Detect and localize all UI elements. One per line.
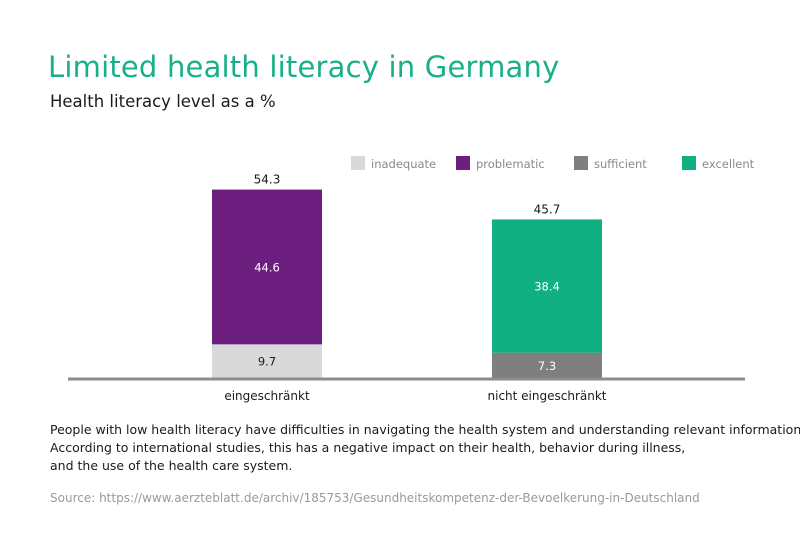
bar-segment bbox=[212, 189, 322, 345]
caption-line: People with low health literacy have dif… bbox=[50, 422, 800, 437]
legend-swatch bbox=[574, 156, 588, 170]
legend-label: problematic bbox=[476, 157, 545, 171]
legend-label: sufficient bbox=[594, 157, 647, 171]
legend-label: excellent bbox=[702, 157, 755, 171]
caption-line: and the use of the health care system. bbox=[50, 458, 293, 473]
legend-swatch bbox=[682, 156, 696, 170]
stacked-bar-chart: inadequate problematic sufficient excellent… bbox=[68, 156, 755, 403]
bar-segment bbox=[492, 352, 602, 378]
caption-line: According to international studies, this… bbox=[50, 440, 686, 455]
chart-subtitle: Health literacy level as a % bbox=[50, 92, 276, 111]
bar-total-label: 45.7 bbox=[534, 202, 561, 216]
segment-value-label: 7.3 bbox=[538, 359, 556, 373]
legend-swatch bbox=[456, 156, 470, 170]
category-label: nicht eingeschränkt bbox=[488, 389, 607, 403]
chart-title: Limited health literacy in Germany bbox=[48, 50, 560, 84]
segment-value-label: 38.4 bbox=[534, 280, 560, 294]
bar-segment bbox=[492, 219, 602, 353]
source-note: Source: https://www.aerzteblatt.de/archi… bbox=[50, 491, 700, 505]
legend-label: inadequate bbox=[371, 157, 436, 171]
chart-caption: People with low health literacy have dif… bbox=[50, 421, 800, 475]
segment-value-label: 9.7 bbox=[258, 355, 276, 369]
bar-segment bbox=[212, 344, 322, 378]
legend-swatch bbox=[351, 156, 365, 170]
bar-total-label: 54.3 bbox=[254, 173, 281, 187]
segment-value-label: 44.6 bbox=[254, 260, 280, 274]
category-label: eingeschränkt bbox=[224, 389, 310, 403]
